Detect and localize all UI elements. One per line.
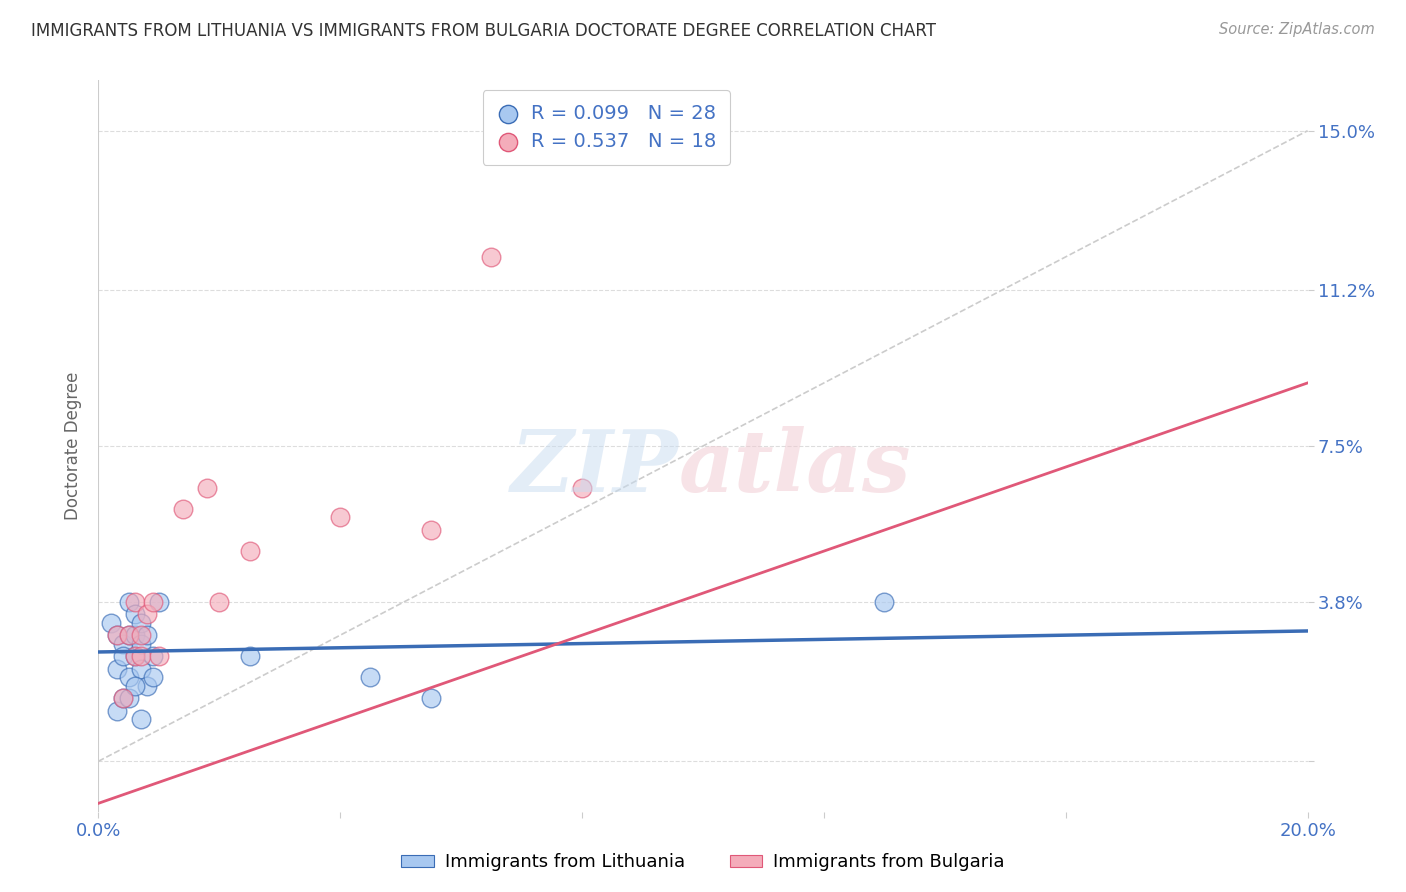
Point — [111, 636, 134, 650]
Point — [873, 594, 896, 608]
Point — [105, 704, 128, 718]
Point — [100, 615, 122, 630]
Point — [118, 628, 141, 642]
Point — [571, 481, 593, 495]
Point — [129, 615, 152, 630]
Point — [420, 523, 443, 537]
Point — [105, 628, 128, 642]
Point — [129, 636, 152, 650]
Point — [124, 628, 146, 642]
Point — [124, 594, 146, 608]
Point — [142, 594, 165, 608]
Point — [111, 649, 134, 664]
Point — [195, 481, 218, 495]
Point — [360, 670, 382, 684]
Point — [135, 679, 157, 693]
Point — [118, 670, 141, 684]
Point — [481, 250, 503, 264]
Point — [111, 691, 134, 706]
Text: IMMIGRANTS FROM LITHUANIA VS IMMIGRANTS FROM BULGARIA DOCTORATE DEGREE CORRELATI: IMMIGRANTS FROM LITHUANIA VS IMMIGRANTS … — [31, 22, 936, 40]
Point — [329, 510, 352, 524]
Point — [118, 628, 141, 642]
Point — [239, 544, 262, 558]
Point — [129, 662, 152, 676]
Point — [124, 649, 146, 664]
Legend: Immigrants from Lithuania, Immigrants from Bulgaria: Immigrants from Lithuania, Immigrants fr… — [394, 847, 1012, 879]
Point — [118, 691, 141, 706]
Legend: R = 0.099   N = 28, R = 0.537   N = 18: R = 0.099 N = 28, R = 0.537 N = 18 — [482, 90, 730, 165]
Point — [420, 691, 443, 706]
Point — [129, 628, 152, 642]
Point — [142, 649, 165, 664]
Point — [105, 628, 128, 642]
Point — [111, 691, 134, 706]
Point — [172, 502, 194, 516]
Text: atlas: atlas — [679, 426, 911, 509]
Point — [208, 594, 231, 608]
Point — [135, 628, 157, 642]
Point — [129, 712, 152, 726]
Text: ZIP: ZIP — [510, 426, 679, 509]
Point — [129, 649, 152, 664]
Point — [118, 594, 141, 608]
Point — [239, 649, 262, 664]
Point — [142, 670, 165, 684]
Point — [124, 607, 146, 622]
Point — [105, 662, 128, 676]
Point — [124, 679, 146, 693]
Point — [135, 607, 157, 622]
Point — [124, 649, 146, 664]
Text: Source: ZipAtlas.com: Source: ZipAtlas.com — [1219, 22, 1375, 37]
Point — [148, 649, 170, 664]
Point — [148, 594, 170, 608]
Y-axis label: Doctorate Degree: Doctorate Degree — [63, 372, 82, 520]
